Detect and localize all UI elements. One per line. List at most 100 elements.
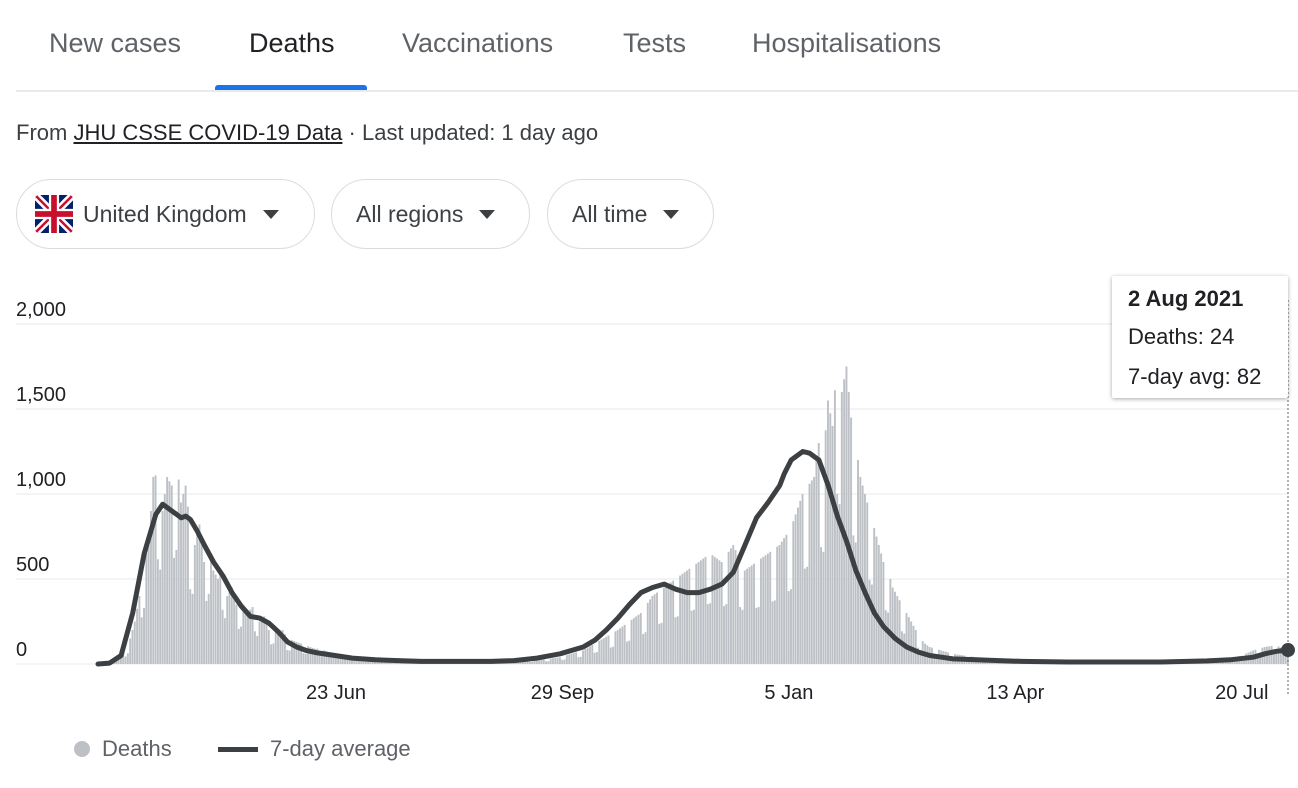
source-link[interactable]: JHU CSSE COVID-19 Data: [73, 120, 343, 145]
deaths-bar: [690, 610, 693, 664]
deaths-bar: [880, 553, 883, 664]
country-select[interactable]: United Kingdom: [16, 179, 315, 249]
last-updated: · Last updated: 1 day ago: [348, 120, 599, 145]
deaths-bar: [709, 603, 712, 664]
deaths-bar: [196, 534, 199, 664]
deaths-bar: [217, 579, 219, 664]
deaths-bar: [119, 655, 122, 664]
deaths-bar: [175, 549, 178, 664]
deaths-bar: [808, 483, 811, 664]
deaths-bar: [720, 562, 723, 664]
deaths-bar: [152, 477, 155, 664]
deaths-bar: [699, 560, 702, 664]
deaths-bar: [126, 653, 129, 664]
deaths-bar: [258, 621, 261, 664]
deaths-bar: [193, 545, 196, 664]
deaths-bar: [917, 647, 920, 664]
deaths-bar: [533, 659, 536, 664]
deaths-bar: [182, 494, 185, 664]
deaths-bar: [163, 494, 166, 664]
deaths-bar: [223, 618, 226, 664]
deaths-bar: [117, 658, 120, 664]
deaths-bar: [762, 556, 765, 664]
deaths-bar: [129, 638, 132, 664]
y-tick-label: 2,000: [16, 299, 66, 321]
deaths-bar: [230, 587, 233, 664]
deaths-bar: [919, 649, 922, 664]
deaths-bar: [556, 657, 559, 664]
deaths-bar: [649, 599, 652, 664]
deaths-bar: [205, 600, 208, 664]
x-tick-label: 29 Sep: [531, 682, 594, 704]
deaths-bar: [540, 659, 543, 664]
deaths-bar: [290, 640, 293, 664]
deaths-bar: [838, 504, 841, 664]
deaths-bar: [619, 628, 621, 664]
deaths-bar: [591, 644, 594, 664]
deaths-bar: [547, 661, 550, 664]
deaths-bar: [829, 413, 832, 664]
deaths-bar: [184, 485, 187, 664]
deaths-bar: [836, 493, 839, 664]
deaths-bar: [535, 659, 538, 664]
deaths-bar: [251, 607, 254, 664]
deaths-bar: [801, 494, 804, 664]
tab-new-cases[interactable]: New cases: [49, 28, 182, 58]
region-select[interactable]: All regions: [331, 179, 530, 249]
deaths-bar: [697, 562, 700, 664]
deaths-bar: [166, 477, 169, 664]
deaths-bar: [369, 660, 372, 664]
deaths-bar: [1279, 647, 1282, 664]
deaths-bar: [304, 653, 307, 664]
chevron-down-icon: [479, 209, 496, 219]
x-tick-label: 5 Jan: [764, 682, 813, 704]
deaths-bar: [302, 653, 305, 664]
deaths-bar: [207, 593, 210, 664]
deaths-bar: [803, 568, 806, 664]
time-range-select[interactable]: All time: [547, 179, 714, 249]
deaths-bar: [790, 589, 792, 664]
y-axis-ticks: 0 500 1,000 1,500 2,000: [16, 299, 66, 661]
deaths-bar: [827, 400, 829, 664]
deaths-bar: [600, 639, 603, 664]
deaths-bar: [145, 553, 148, 664]
deaths-bar: [318, 655, 321, 664]
tab-tests[interactable]: Tests: [623, 28, 687, 58]
deaths-bar: [385, 661, 388, 664]
deaths-bar: [912, 625, 915, 664]
deaths-bar: [552, 658, 554, 664]
deaths-bar: [219, 572, 222, 664]
tab-hospitalisations[interactable]: Hospitalisations: [752, 28, 942, 58]
deaths-bar: [822, 551, 825, 664]
y-tick-label: 1,000: [16, 469, 66, 491]
deaths-bars: [99, 366, 1289, 664]
deaths-bar: [630, 619, 633, 664]
deaths-bar: [565, 655, 568, 664]
deaths-bar: [522, 660, 524, 664]
deaths-bar: [277, 633, 279, 664]
tab-vaccinations[interactable]: Vaccinations: [402, 28, 554, 58]
deaths-bar: [339, 653, 342, 664]
deaths-bar: [757, 606, 760, 664]
deaths-bar: [681, 573, 684, 664]
tab-deaths[interactable]: Deaths: [249, 28, 335, 58]
deaths-bar: [1282, 648, 1285, 664]
deaths-bar: [780, 541, 783, 664]
deaths-bar: [850, 417, 853, 664]
deaths-bar: [159, 569, 162, 664]
deaths-bar: [323, 650, 326, 664]
deaths-bar: [859, 477, 862, 664]
deaths-bar: [147, 545, 150, 664]
deaths-bar: [558, 657, 561, 664]
deaths-bar: [244, 613, 247, 664]
deaths-bar: [1242, 658, 1245, 664]
deaths-bar: [646, 602, 649, 664]
deaths-bar: [582, 650, 584, 664]
deaths-bar: [149, 511, 152, 664]
deaths-bar: [1259, 655, 1262, 664]
deaths-bar: [579, 656, 582, 664]
deaths-bar: [653, 594, 656, 664]
deaths-bar: [792, 521, 795, 664]
deaths-bar: [905, 613, 908, 664]
active-tab-indicator: [215, 85, 367, 90]
